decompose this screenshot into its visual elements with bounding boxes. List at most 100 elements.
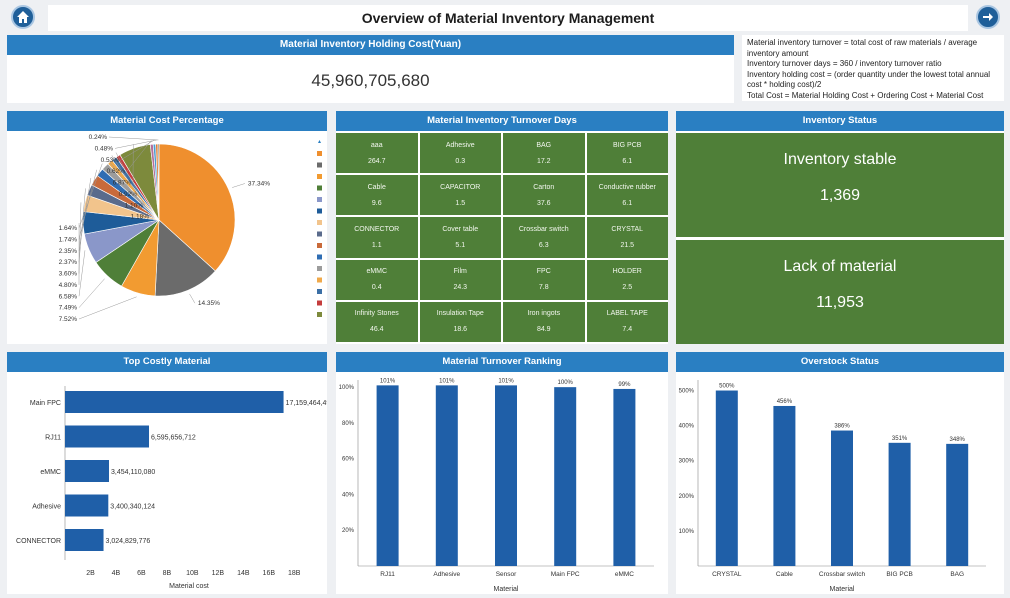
- turnover-cell-value: 5.1: [455, 241, 466, 249]
- overstock-title: Overstock Status: [676, 352, 1004, 372]
- turnover-cell-name: Carton: [533, 183, 555, 191]
- pie-leader: [189, 293, 196, 304]
- turnover-cell: Cable 9.6: [336, 175, 418, 216]
- legend-swatch: [317, 208, 322, 214]
- legend-swatch: [317, 254, 322, 260]
- turnover-cell: CONNECTOR 1.1: [336, 217, 418, 258]
- category-label: CRYSTAL: [712, 571, 742, 578]
- pie-leader: [78, 250, 86, 297]
- pie-leader: [114, 139, 157, 149]
- overstock-chart: 100% 200% 300% 400% 500% 500% CRYSTAL 456% Cable…: [679, 380, 986, 593]
- turnover-cell: Adhesive 0.3: [419, 133, 501, 174]
- turnover-cell-value: 46.4: [369, 326, 384, 334]
- pie-leader: [115, 152, 140, 194]
- turnover-cell-name: Infinity Stones: [354, 310, 399, 318]
- home-button[interactable]: [11, 5, 35, 29]
- value-label: 6,595,656,712: [151, 435, 196, 442]
- turnover-cell-name: LABEL TAPE: [606, 310, 648, 318]
- turnover-cell-name: Crossbar switch: [518, 225, 569, 233]
- lack-material-value: 11,953: [816, 294, 864, 311]
- legend-swatch: [317, 266, 322, 271]
- turnover-cell-value: 1.1: [371, 241, 382, 249]
- turnover-cell-value: 9.6: [371, 199, 382, 207]
- cost-percentage-panel: Material Cost Percentage 37.34% 14.35% 0.2…: [7, 111, 327, 344]
- y-tick: 100%: [339, 385, 355, 391]
- turnover-cell-value: 84.9: [536, 326, 551, 334]
- turnover-cell-value: 2.5: [622, 284, 633, 292]
- legend-swatch: [317, 220, 322, 225]
- legend-swatch: [317, 162, 322, 168]
- turnover-cell-name: Conductive rubber: [598, 183, 656, 191]
- bar: [715, 390, 738, 566]
- formula-line: Material inventory turnover = total cost…: [747, 38, 978, 58]
- turnover-cell-value: 24.3: [453, 284, 468, 292]
- pie-leader: [78, 188, 86, 263]
- value-label: 99%: [618, 382, 631, 388]
- turnover-days-grid: aaa 264.7 Adhesive 0.3 BAG 17.2 BIG PCB 6.1 Cabl…: [336, 133, 668, 342]
- category-label: eMMC: [615, 571, 634, 578]
- bar: [65, 529, 104, 551]
- category-label: Adhesive: [32, 504, 61, 511]
- turnover-cell-name: Adhesive: [445, 141, 475, 149]
- legend-swatch: [317, 300, 322, 306]
- value-label: 348%: [950, 437, 966, 443]
- value-label: 500%: [719, 384, 735, 390]
- value-label: 100%: [558, 380, 574, 386]
- category-label: Crossbar switch: [819, 571, 866, 578]
- turnover-days-panel: Material Inventory Turnover Days aaa 264.…: [336, 111, 668, 344]
- category-label: BAG: [950, 571, 964, 578]
- pie-label: 0.53%: [101, 157, 120, 164]
- overstock-panel: Overstock Status 100% 200% 300% 400% 500% 500…: [676, 352, 1004, 594]
- pie-leader: [111, 155, 146, 206]
- holding-cost-value: 45,960,705,680: [311, 71, 430, 90]
- turnover-cell-name: Iron ingots: [527, 310, 561, 318]
- category-label: RJ11: [45, 435, 61, 442]
- value-label: 101%: [380, 378, 396, 384]
- turnover-cell-name: Cover table: [442, 225, 479, 233]
- y-tick: 200%: [679, 494, 695, 500]
- pie-label: 7.49%: [59, 305, 78, 312]
- turnover-cell-name: eMMC: [366, 268, 388, 276]
- turnover-cell: Film 24.3: [419, 259, 501, 300]
- turnover-cell-value: 0.3: [455, 157, 466, 165]
- pie-leader: [78, 296, 137, 320]
- pie-leader: [232, 183, 245, 188]
- turnover-cell-name: CRYSTAL: [611, 225, 644, 233]
- pie-label: 14.35%: [198, 300, 220, 307]
- turnover-cell-name: Insulation Tape: [436, 310, 484, 318]
- bar: [65, 494, 109, 517]
- turnover-cell: aaa 264.7: [336, 133, 418, 174]
- legend-swatch: [317, 231, 322, 237]
- pie-label: 0.48%: [95, 145, 114, 152]
- pie-slice: [158, 143, 236, 272]
- x-tick: 16B: [263, 570, 276, 577]
- turnover-cell: FPC 7.8: [503, 259, 585, 300]
- formula-line: Inventory turnover days = 360 / inventor…: [747, 59, 942, 68]
- value-label: 386%: [834, 424, 850, 430]
- turnover-cell: LABEL TAPE 7.4: [586, 301, 668, 342]
- bar: [773, 405, 796, 566]
- turnover-cell-name: HOLDER: [612, 268, 642, 276]
- pie-label: 6.87%: [113, 180, 132, 187]
- turnover-cell-value: 18.6: [453, 326, 468, 334]
- turnover-cell-name: CAPACITOR: [440, 183, 481, 191]
- inventory-status-title: Inventory Status: [676, 111, 1004, 131]
- turnover-cell-value: 6.1: [622, 199, 633, 207]
- x-axis-label: Material: [830, 586, 855, 593]
- category-label: Cable: [776, 571, 793, 578]
- turnover-cell: CAPACITOR 1.5: [419, 175, 501, 216]
- category-label: Sensor: [496, 571, 517, 578]
- x-tick: 8B: [163, 570, 172, 577]
- legend-swatch: [317, 289, 322, 294]
- category-label: Main FPC: [551, 571, 580, 578]
- category-label: CONNECTOR: [16, 538, 61, 545]
- turnover-ranking-panel: Material Turnover Ranking 20% 40% 60% 80% 10…: [336, 352, 668, 594]
- x-tick: 6B: [137, 570, 146, 577]
- category-label: Main FPC: [30, 400, 61, 407]
- pie-label: 0.62%: [107, 168, 126, 175]
- turnover-cell-name: Cable: [367, 183, 386, 191]
- bar: [554, 387, 577, 566]
- category-label: eMMC: [40, 469, 61, 476]
- next-page-button[interactable]: [976, 5, 1000, 29]
- formula-notes: Material inventory turnover = total cost…: [742, 35, 1004, 101]
